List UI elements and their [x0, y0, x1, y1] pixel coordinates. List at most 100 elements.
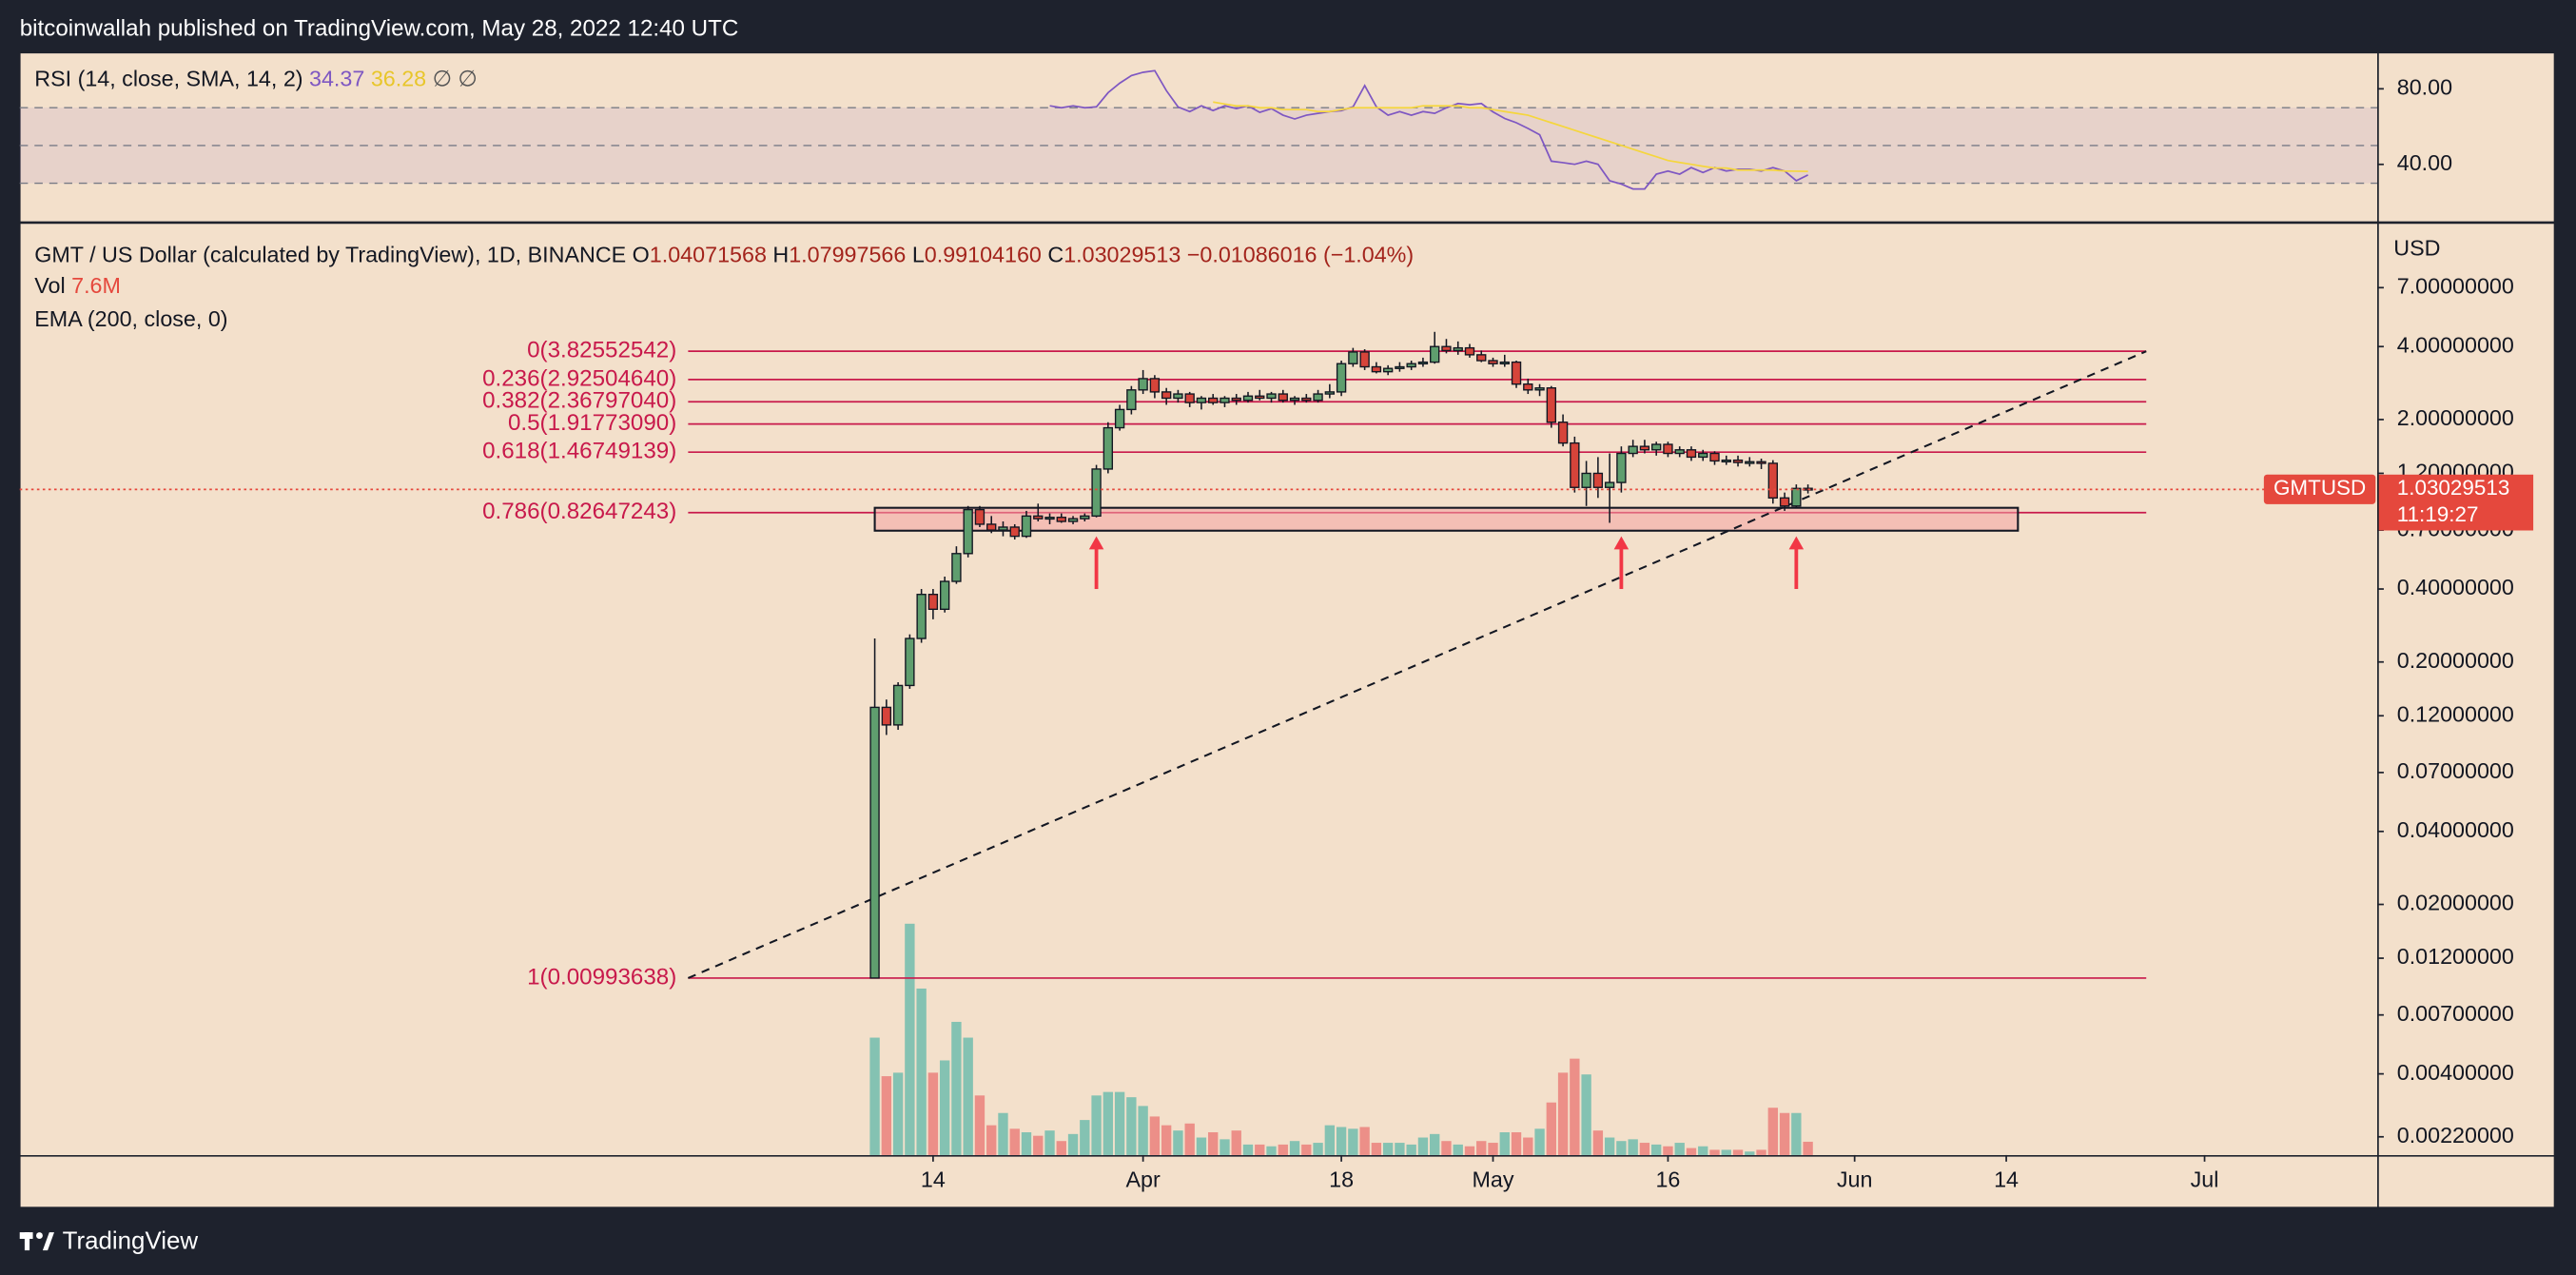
- volume-bar: [1044, 1130, 1055, 1155]
- volume-bar: [1698, 1146, 1708, 1155]
- volume-bar: [1476, 1141, 1487, 1155]
- candle-body: [1732, 459, 1744, 463]
- volume-bar: [1721, 1149, 1731, 1155]
- rsi-value: 34.37: [309, 67, 364, 91]
- volume-bar: [927, 1072, 939, 1155]
- volume-name: Vol: [34, 273, 65, 298]
- volume-bar: [1441, 1141, 1452, 1155]
- volume-bar: [1080, 1120, 1090, 1155]
- volume-bar: [1604, 1137, 1615, 1155]
- candle-body: [1639, 445, 1650, 451]
- logo-mark: [42, 1232, 54, 1251]
- candle-body: [986, 523, 997, 531]
- candle-body: [1313, 393, 1323, 402]
- volume-bar: [1674, 1143, 1685, 1155]
- candle-body: [1476, 354, 1487, 362]
- volume-bar: [1395, 1143, 1405, 1155]
- y-tick-label: 7.00000000: [2397, 273, 2514, 298]
- change: −0.01086016 (−1.04%): [1187, 243, 1414, 267]
- candle-body: [1709, 452, 1720, 462]
- volume-bar: [1406, 1144, 1416, 1155]
- volume-bar: [1686, 1148, 1697, 1155]
- volume-bar: [1417, 1137, 1429, 1155]
- candle-body: [1278, 393, 1288, 402]
- candle-body: [1033, 515, 1044, 520]
- symbol-tag-label: GMTUSD: [2274, 476, 2366, 500]
- x-tick-label: Apr: [1125, 1167, 1160, 1192]
- volume-bar: [1126, 1097, 1137, 1155]
- candle-body: [1301, 397, 1312, 402]
- volume-bar: [1523, 1137, 1533, 1155]
- volume-bar: [1453, 1144, 1463, 1155]
- volume-bar: [1021, 1131, 1032, 1155]
- candle-body: [1359, 351, 1370, 368]
- candle-body: [1266, 393, 1277, 400]
- arrow-head: [1788, 536, 1805, 550]
- volume-bar: [1242, 1144, 1254, 1155]
- candle-body: [1592, 472, 1604, 488]
- candle-body: [1745, 461, 1755, 464]
- volume-bar: [1430, 1133, 1440, 1155]
- candle-body: [1289, 397, 1300, 402]
- ohlc-value: 1.03029513: [1064, 243, 1181, 267]
- volume-value: 7.6M: [71, 273, 121, 298]
- rsi-line: [1049, 69, 1808, 190]
- candle-body: [1430, 345, 1440, 363]
- volume-bar: [1464, 1146, 1475, 1155]
- candle-body: [1091, 468, 1102, 518]
- candle-body: [916, 594, 927, 639]
- candle-body: [1080, 515, 1090, 520]
- volume-bar: [1161, 1125, 1172, 1155]
- candle-body: [1721, 459, 1731, 463]
- volume-bar: [1791, 1112, 1802, 1155]
- rsi-title: RSI (14, close, SMA, 14, 2): [34, 67, 302, 91]
- x-tick-label: Jul: [2191, 1167, 2219, 1192]
- x-tick-label: 18: [1329, 1167, 1354, 1192]
- candle-body: [1067, 518, 1079, 522]
- candle-body: [1499, 361, 1510, 365]
- volume-bar: [951, 1021, 962, 1155]
- rsi-legend: RSI (14, close, SMA, 14, 2) 34.37 36.28 …: [34, 67, 477, 91]
- volume-bar: [1651, 1144, 1662, 1155]
- candle-body: [869, 706, 880, 979]
- candle-body: [1114, 408, 1125, 429]
- logo: TradingView: [19, 1227, 199, 1254]
- volume-bar: [881, 1076, 892, 1155]
- candle-body: [974, 508, 986, 525]
- y-tick-label: 0.07000000: [2397, 758, 2514, 783]
- volume-bar: [1184, 1123, 1195, 1155]
- volume-bar: [1091, 1095, 1102, 1155]
- candle-body: [963, 508, 973, 555]
- y-tick-label: 0.02000000: [2397, 891, 2514, 915]
- fib-label: 0(3.82552542): [527, 338, 676, 363]
- candle-body: [1557, 422, 1569, 444]
- candle-body: [1196, 397, 1207, 403]
- volume-bar: [892, 1072, 904, 1155]
- candle-body: [1488, 360, 1498, 364]
- volume-bar: [1067, 1133, 1079, 1155]
- volume-bar: [1663, 1146, 1673, 1155]
- candle-body: [998, 526, 1008, 531]
- volume-bar: [1324, 1125, 1336, 1155]
- candle-body: [1779, 497, 1790, 507]
- candle-body: [1511, 361, 1522, 385]
- candle-body: [1767, 462, 1778, 500]
- volume-bar: [1546, 1102, 1557, 1155]
- volume-bar: [1709, 1149, 1720, 1155]
- volume-bar: [1231, 1130, 1241, 1155]
- fib-label: 0.382(2.36797040): [482, 388, 676, 414]
- logo-text: TradingView: [63, 1227, 199, 1254]
- ohlc-label: O: [633, 243, 650, 267]
- volume-bar: [1382, 1143, 1394, 1155]
- y-tick-label: 4.00000000: [2397, 332, 2514, 357]
- volume-bar: [1289, 1141, 1300, 1155]
- volume-bar: [963, 1037, 973, 1155]
- candle-body: [1581, 472, 1591, 488]
- volume-bar: [1056, 1141, 1066, 1155]
- volume-bar: [1639, 1143, 1650, 1155]
- candle-body: [1406, 363, 1416, 368]
- candle-body: [1803, 487, 1813, 491]
- volume-bar: [1628, 1139, 1638, 1155]
